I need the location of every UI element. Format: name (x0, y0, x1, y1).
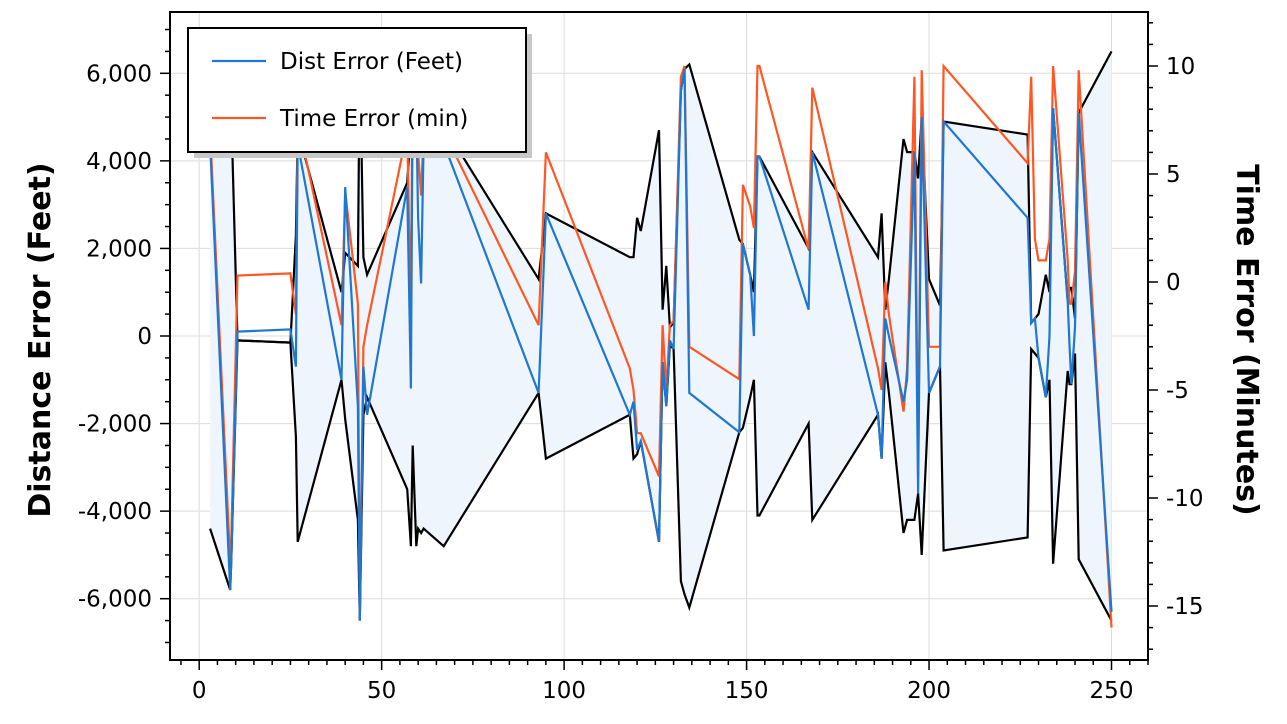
legend-label-dist-error: Dist Error (Feet) (280, 49, 463, 75)
y2-tick-label: -5 (1166, 378, 1189, 404)
y-tick-label: -4,000 (78, 499, 152, 525)
legend-label-time-error: Time Error (min) (279, 106, 468, 132)
envelope-lower-line (209, 339, 1113, 622)
y-axis-left-title: Distance Error (Feet) (23, 162, 58, 517)
y-tick-label: 4,000 (86, 149, 152, 175)
y-axis-right-title: Time Error (Minutes) (1229, 164, 1264, 516)
y-axis-right: -15 -10 -5 0 5 10 (1148, 22, 1204, 650)
y2-tick-label: -10 (1166, 486, 1204, 512)
y2-tick-label: 5 (1166, 162, 1181, 188)
x-tick-label: 200 (907, 678, 951, 704)
series-line-dist-error (209, 68, 1113, 621)
y-tick-label: 0 (137, 324, 152, 350)
y-axis-left: -6,000 -4,000 -2,000 0 2,000 4,000 6,000 (78, 28, 170, 644)
y2-tick-label: 10 (1166, 54, 1195, 80)
plot-area (209, 50, 1113, 628)
x-axis: 0 50 100 150 200 250 (180, 660, 1149, 704)
x-tick-label: 50 (367, 678, 396, 704)
envelope-fill (210, 51, 1112, 621)
y2-tick-label: 0 (1166, 270, 1181, 296)
y-tick-label: 6,000 (86, 61, 152, 87)
y-tick-label: -2,000 (78, 412, 152, 438)
x-tick-label: 0 (192, 678, 207, 704)
y-tick-label: -6,000 (78, 587, 152, 613)
y-tick-label: 2,000 (86, 236, 152, 262)
x-tick-label: 100 (542, 678, 586, 704)
legend: Dist Error (Feet) Time Error (min) (187, 27, 532, 158)
legend-box (187, 27, 527, 153)
x-tick-label: 150 (725, 678, 769, 704)
x-tick-label: 250 (1090, 678, 1134, 704)
y2-tick-label: -15 (1166, 594, 1204, 620)
